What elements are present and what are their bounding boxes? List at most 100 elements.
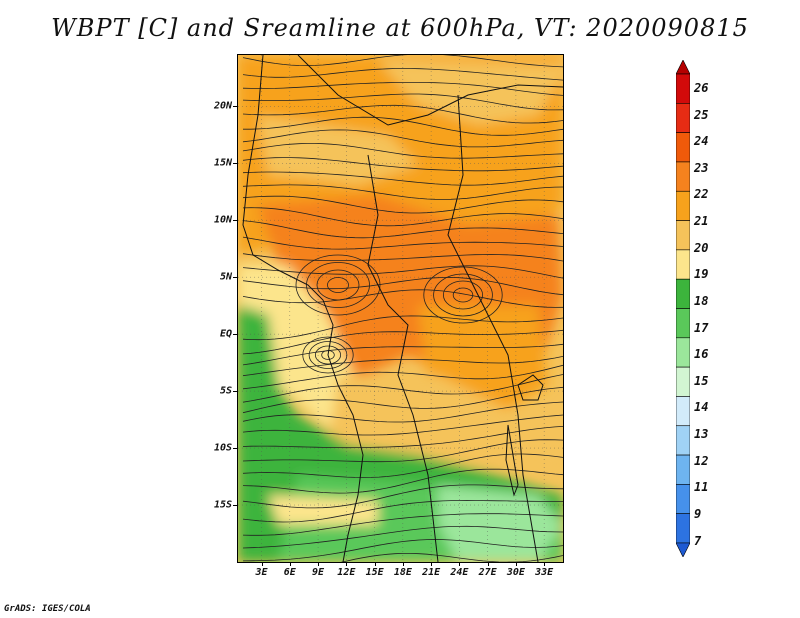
colorbar-label: 25 [694,107,709,122]
lake-victoria [517,374,544,401]
vortex-ring [295,254,381,316]
border-north [297,55,563,126]
vortex-ring [433,273,493,317]
colorbar-label: 11 [694,480,709,495]
streamline [242,453,563,478]
streamline [242,129,563,148]
vortex-ring [442,280,483,310]
map-title: WBPT [C] and Sreamline at 600hPa, VT: 20… [51,14,749,42]
latitude-label: 20N [213,100,232,112]
longitude-tick [515,562,517,566]
longitude-tick [544,562,546,566]
colorbar-swatch [676,308,690,339]
latitude-label: EQ [219,328,232,340]
colorbar-swatch [676,396,690,427]
colorbar-swatch [676,425,690,456]
colorbar-swatch [676,366,690,397]
streamline [242,104,563,124]
colorbar-label: 26 [694,81,709,95]
map-panel [237,54,564,563]
longitude-tick [402,562,404,566]
colorbar-label: 18 [694,293,709,308]
longitude-tick [459,562,461,566]
streamline [242,468,563,494]
streamline [242,364,563,390]
colorbar-swatch [676,513,690,544]
streamline [340,553,563,562]
border-central [367,154,439,562]
longitude-tick [261,562,263,566]
latitude-tick [233,106,237,108]
streamline [242,401,563,423]
colorbar-swatch [676,220,690,251]
streamline [242,184,563,200]
longitude-label: 15E [365,567,384,578]
streamline [243,116,563,136]
colorbar-label: 9 [694,506,702,521]
longitude-label: 6E [283,567,296,578]
longitude-label: 24E [450,567,469,578]
streamline [242,68,563,81]
colorbar-label: 14 [694,400,709,415]
streamline [242,513,563,536]
colorbar-swatch [676,73,690,104]
latitude-label: 15S [213,499,232,511]
colorbar-label: 13 [694,427,709,442]
latitude-tick [233,220,237,222]
colorbar-swatch [676,249,690,280]
border-east [447,94,539,562]
streamline [242,265,563,279]
longitude-tick [346,562,348,566]
streamline [242,289,563,308]
colorbar-swatch [676,190,690,221]
vortex-ring [315,345,342,365]
colorbar-label: 24 [694,134,709,149]
streamline [242,343,563,366]
streamline [242,539,563,562]
streamline [242,55,563,68]
vortex-ring [308,341,348,369]
field-lightgreen-se [438,485,563,562]
longitude-tick [431,562,433,566]
streamline [242,157,563,172]
streamline [242,220,563,239]
colorbar-label: 20 [694,240,709,255]
streamline [242,143,563,159]
colorbar-label: 19 [694,267,709,282]
streamline [242,329,563,355]
streamline [242,82,563,96]
streamlines [242,55,563,562]
vortex-ring [452,287,474,303]
streamline [242,315,563,341]
colorbar-swatch [676,278,690,309]
lake-tanganyika [505,424,519,497]
colorbar-label: 15 [694,373,709,388]
longitude-label: 27E [478,567,497,578]
colorbar-label: 7 [694,533,702,548]
longitude-label: 18E [393,567,412,578]
streamline [242,171,563,186]
colorbar [676,60,690,557]
latitude-label: 15N [213,157,232,169]
longitude-label: 12E [337,567,356,578]
colorbar-swatch [676,161,690,192]
colorbar-label: 12 [694,453,709,468]
streamline [242,236,563,250]
field-pale-north-2 [258,115,418,185]
colorbar-swatch [676,132,690,163]
latitude-tick [233,334,237,336]
latitude-label: 10N [213,214,232,226]
field-pale-south-band [268,495,378,525]
streamline [242,207,563,227]
longitude-label: 33E [535,567,554,578]
wbpt-streamline-map [238,55,563,562]
latitude-label: 5S [219,385,232,397]
colorbar-label: 17 [694,320,709,335]
vortex-ring [423,266,503,324]
vortex-ring [302,336,354,374]
latitude-label: 10S [213,442,232,454]
colorbar-label: 21 [694,214,709,229]
vortex-ring [306,262,370,308]
vortex-ring [316,269,360,301]
borders [242,55,563,562]
